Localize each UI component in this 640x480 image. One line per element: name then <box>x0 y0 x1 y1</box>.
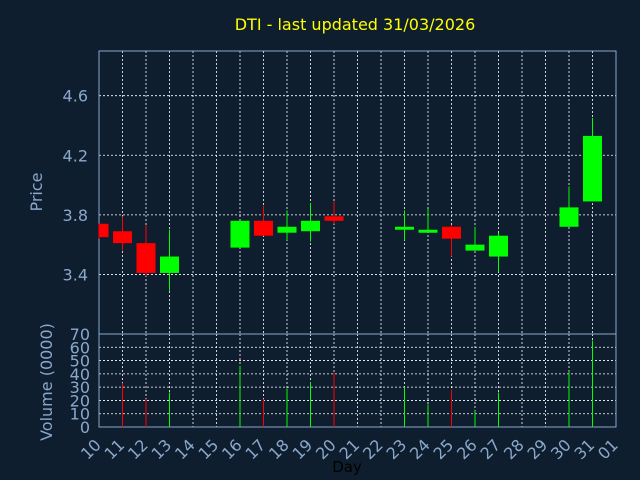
price-axis-ticks: 3.4 3.8 4.2 4.6 <box>63 87 88 285</box>
volume-tick-label: 0 <box>80 418 90 437</box>
candle-body <box>324 216 344 221</box>
candle-body <box>136 243 156 273</box>
candle-body <box>559 207 579 227</box>
candle-body <box>254 220 273 236</box>
volume-axis-label: Volume (0000) <box>37 323 56 441</box>
candle-body <box>113 231 132 244</box>
candle-body <box>583 135 602 202</box>
candle-body <box>160 256 179 273</box>
candle-body <box>301 220 320 232</box>
candle-body <box>277 226 297 233</box>
candle-body <box>442 226 461 239</box>
candle-body <box>230 220 250 248</box>
volume-tick-label: 60 <box>70 338 90 357</box>
volume-tick-label: 50 <box>70 352 90 371</box>
y-axis-label: Price <box>27 172 46 211</box>
price-tick-label: 4.6 <box>63 87 88 106</box>
volume-tick-label: 10 <box>70 405 90 424</box>
price-grid <box>98 51 617 334</box>
price-tick-label: 4.2 <box>63 146 88 165</box>
price-tick-label: 3.8 <box>63 206 88 225</box>
price-tick-label: 3.4 <box>63 265 88 284</box>
volume-tick-label: 70 <box>70 325 90 344</box>
volume-bars <box>122 340 593 427</box>
volume-tick-label: 30 <box>70 378 90 397</box>
candle-body <box>395 226 414 230</box>
volume-tick-label: 40 <box>70 365 90 384</box>
candles <box>98 118 602 291</box>
candle-body <box>489 235 508 257</box>
volume-tick-label: 20 <box>70 391 90 410</box>
x-axis-label: Day <box>332 458 362 476</box>
candle-body <box>465 244 485 251</box>
candle-body <box>418 229 438 233</box>
volume-panel-frame <box>98 333 617 428</box>
chart-title: DTI - last updated 31/03/2026 <box>235 15 476 34</box>
candle-body <box>99 223 109 238</box>
